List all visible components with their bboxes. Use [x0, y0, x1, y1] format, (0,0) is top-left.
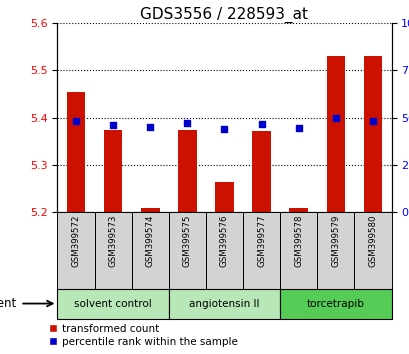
Text: GSM399574: GSM399574 — [145, 215, 154, 267]
Bar — [279, 289, 391, 319]
Bar — [252, 131, 270, 212]
Point — [221, 126, 227, 132]
Bar — [57, 212, 94, 289]
Point — [332, 115, 338, 120]
Text: agent: agent — [0, 297, 16, 310]
Bar — [363, 56, 381, 212]
Bar — [215, 182, 233, 212]
Bar — [141, 208, 159, 212]
Text: GSM399572: GSM399572 — [71, 215, 80, 267]
Text: GSM399579: GSM399579 — [330, 215, 339, 267]
Bar — [178, 130, 196, 212]
Bar — [326, 56, 344, 212]
Bar — [131, 212, 169, 289]
Bar — [289, 208, 307, 212]
Text: torcetrapib: torcetrapib — [306, 298, 364, 309]
Text: GSM399575: GSM399575 — [182, 215, 191, 267]
Bar — [169, 289, 279, 319]
Text: solvent control: solvent control — [74, 298, 152, 309]
Point — [258, 121, 264, 127]
Text: GSM399577: GSM399577 — [256, 215, 265, 267]
Bar — [103, 130, 122, 212]
Bar — [94, 212, 131, 289]
Text: GSM399576: GSM399576 — [220, 215, 228, 267]
Bar — [243, 212, 279, 289]
Point — [184, 121, 190, 126]
Point — [72, 119, 79, 124]
Point — [110, 122, 116, 128]
Bar — [169, 212, 205, 289]
Bar — [67, 92, 85, 212]
Text: GSM399573: GSM399573 — [108, 215, 117, 267]
Bar — [205, 212, 243, 289]
Bar — [353, 212, 391, 289]
Text: angiotensin II: angiotensin II — [189, 298, 259, 309]
Text: GSM399578: GSM399578 — [294, 215, 303, 267]
Bar — [57, 289, 169, 319]
Text: GSM399580: GSM399580 — [368, 215, 377, 267]
Point — [295, 125, 301, 131]
Bar — [317, 212, 353, 289]
Point — [146, 124, 153, 130]
Bar — [279, 212, 317, 289]
Legend: transformed count, percentile rank within the sample: transformed count, percentile rank withi… — [49, 324, 237, 347]
Title: GDS3556 / 228593_at: GDS3556 / 228593_at — [140, 7, 308, 23]
Point — [369, 119, 375, 124]
